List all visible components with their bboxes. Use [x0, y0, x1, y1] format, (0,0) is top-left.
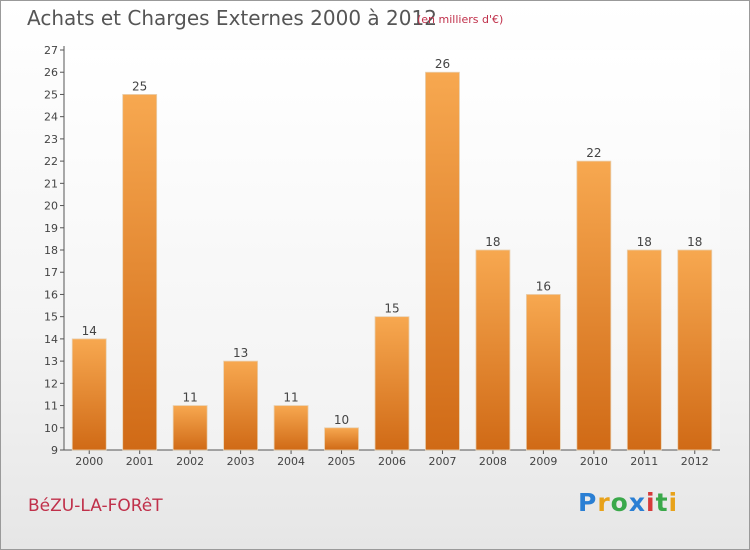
- y-tick-label: 18: [44, 244, 58, 257]
- bar-2010: [576, 160, 612, 451]
- x-tick-label: 2008: [479, 455, 507, 468]
- y-tick-label: 20: [44, 200, 58, 213]
- value-label-2008: 18: [485, 235, 500, 249]
- logo-letter: P: [578, 488, 598, 517]
- y-tick-label: 12: [44, 377, 58, 390]
- x-tick-label: 2005: [328, 455, 356, 468]
- y-tick-label: 9: [51, 444, 58, 457]
- bar-2012: [677, 249, 713, 451]
- y-tick-label: 26: [44, 66, 58, 79]
- y-axis: 9 10 11 12 13 14 15 16 17 18 19 20 21 22 23 24 25 26 27: [44, 44, 65, 457]
- x-tick-label: 2001: [126, 455, 154, 468]
- y-tick-label: 23: [44, 133, 58, 146]
- bar-2002: [172, 405, 208, 451]
- x-tick-label: 2004: [277, 455, 305, 468]
- y-tick-label: 11: [44, 400, 58, 413]
- value-label-2004: 11: [283, 391, 298, 405]
- y-tick-label: 13: [44, 355, 58, 368]
- value-labels: 14 25 11 13 11 10 15 26 18 16 22 18 18: [82, 57, 703, 427]
- proxiti-logo: Proxiti: [578, 488, 678, 517]
- bar-2011: [626, 249, 662, 451]
- chart-title: Achats et Charges Externes 2000 à 2012: [27, 6, 437, 30]
- y-tick-label: 19: [44, 222, 58, 235]
- commune-name: BéZU-LA-FORêT: [28, 496, 163, 516]
- bars: [71, 71, 713, 451]
- value-label-2007: 26: [435, 57, 450, 71]
- y-tick-label: 27: [44, 44, 58, 57]
- value-label-2006: 15: [384, 302, 399, 316]
- logo-letter: i: [646, 488, 656, 517]
- x-tick-label: 2010: [580, 455, 608, 468]
- bar-2006: [374, 316, 410, 451]
- bar-2007: [425, 71, 460, 451]
- x-tick-label: 2002: [176, 455, 204, 468]
- bar-2005: [324, 427, 359, 451]
- value-label-2005: 10: [334, 413, 349, 427]
- y-tick-label: 14: [44, 333, 58, 346]
- y-tick-label: 24: [44, 111, 58, 124]
- bar-2008: [475, 249, 511, 451]
- y-tick-label: 17: [44, 266, 58, 279]
- value-label-2001: 25: [132, 79, 147, 93]
- x-axis: 2000 2001 2002 2003 2004 2005 2006 2007 2008 2009…: [64, 449, 720, 468]
- chart-subtitle: (en milliers d'€): [417, 13, 504, 26]
- value-label-2003: 13: [233, 346, 248, 360]
- value-label-2002: 11: [183, 391, 198, 405]
- value-label-2011: 18: [637, 235, 652, 249]
- bar-2001: [122, 94, 158, 451]
- bar-2004: [273, 405, 309, 451]
- value-label-2009: 16: [536, 279, 551, 293]
- value-label-2012: 18: [687, 235, 702, 249]
- x-tick-label: 2000: [75, 455, 103, 468]
- logo-letter: t: [655, 488, 669, 517]
- bar-2000: [71, 338, 107, 451]
- logo-letter: x: [628, 488, 646, 517]
- y-tick-label: 15: [44, 311, 58, 324]
- logo-letter: r: [597, 488, 611, 517]
- bar-2003: [223, 360, 259, 451]
- logo-letter: o: [610, 488, 629, 517]
- y-tick-label: 22: [44, 155, 58, 168]
- y-tick-label: 21: [44, 177, 58, 190]
- x-tick-label: 2007: [428, 455, 456, 468]
- x-tick-label: 2012: [681, 455, 709, 468]
- bar-2009: [525, 294, 561, 451]
- x-tick-label: 2006: [378, 455, 406, 468]
- value-label-2000: 14: [82, 324, 97, 338]
- x-tick-label: 2003: [227, 455, 255, 468]
- x-tick-label: 2011: [630, 455, 658, 468]
- x-tick-label: 2009: [529, 455, 557, 468]
- y-tick-label: 10: [44, 422, 58, 435]
- y-tick-label: 16: [44, 288, 58, 301]
- y-tick-label: 25: [44, 88, 58, 101]
- value-label-2010: 22: [586, 146, 601, 160]
- logo-letter: i: [668, 488, 679, 517]
